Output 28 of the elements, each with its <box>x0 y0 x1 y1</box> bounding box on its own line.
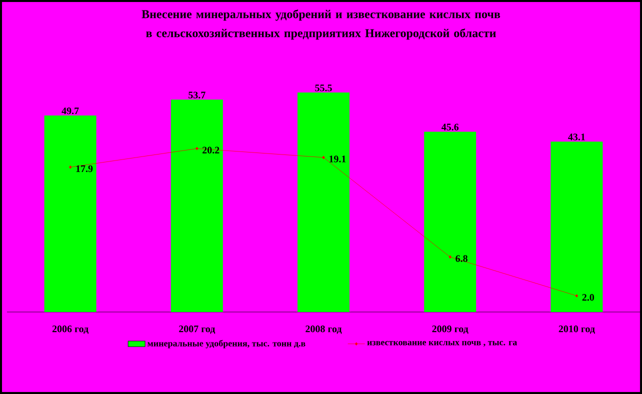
data-label: 49.7 <box>62 108 79 114</box>
legend-label: минеральные удобрения, тыс. тонн д.в <box>148 340 306 348</box>
point <box>68 165 72 169</box>
point <box>448 255 452 259</box>
bar <box>44 115 96 312</box>
x-tick-label: 2010 год <box>558 326 595 334</box>
chart-title: Внесение минеральных удобрений и известкование кислых почв в сельскохозяйственных предприятиях Нижегородской области <box>142 10 500 40</box>
point <box>575 294 578 298</box>
bar <box>550 142 603 312</box>
point <box>196 146 198 150</box>
data-label: 45.6 <box>442 124 459 130</box>
x-tick-label: 2006 год <box>52 326 88 334</box>
data-label: 2.0 <box>582 294 594 301</box>
bar <box>424 132 476 312</box>
data-label: 53.7 <box>188 92 206 98</box>
data-label: 19.1 <box>330 156 346 162</box>
data-label: 17.9 <box>76 165 93 172</box>
x-tick-label: 2008 год <box>306 326 342 334</box>
point <box>322 156 325 160</box>
x-tick-label: 2009 год <box>432 326 468 334</box>
data-label: 6.8 <box>456 255 468 262</box>
data-label: 43.1 <box>568 134 585 140</box>
bar <box>170 100 223 312</box>
data-label: 55.5 <box>315 84 332 92</box>
bar <box>298 92 350 312</box>
data-label: 20.2 <box>202 146 220 154</box>
legend-label: известкование кислых почв , тыс. га <box>367 340 517 347</box>
x-tick-label: 2007 год <box>179 326 216 334</box>
